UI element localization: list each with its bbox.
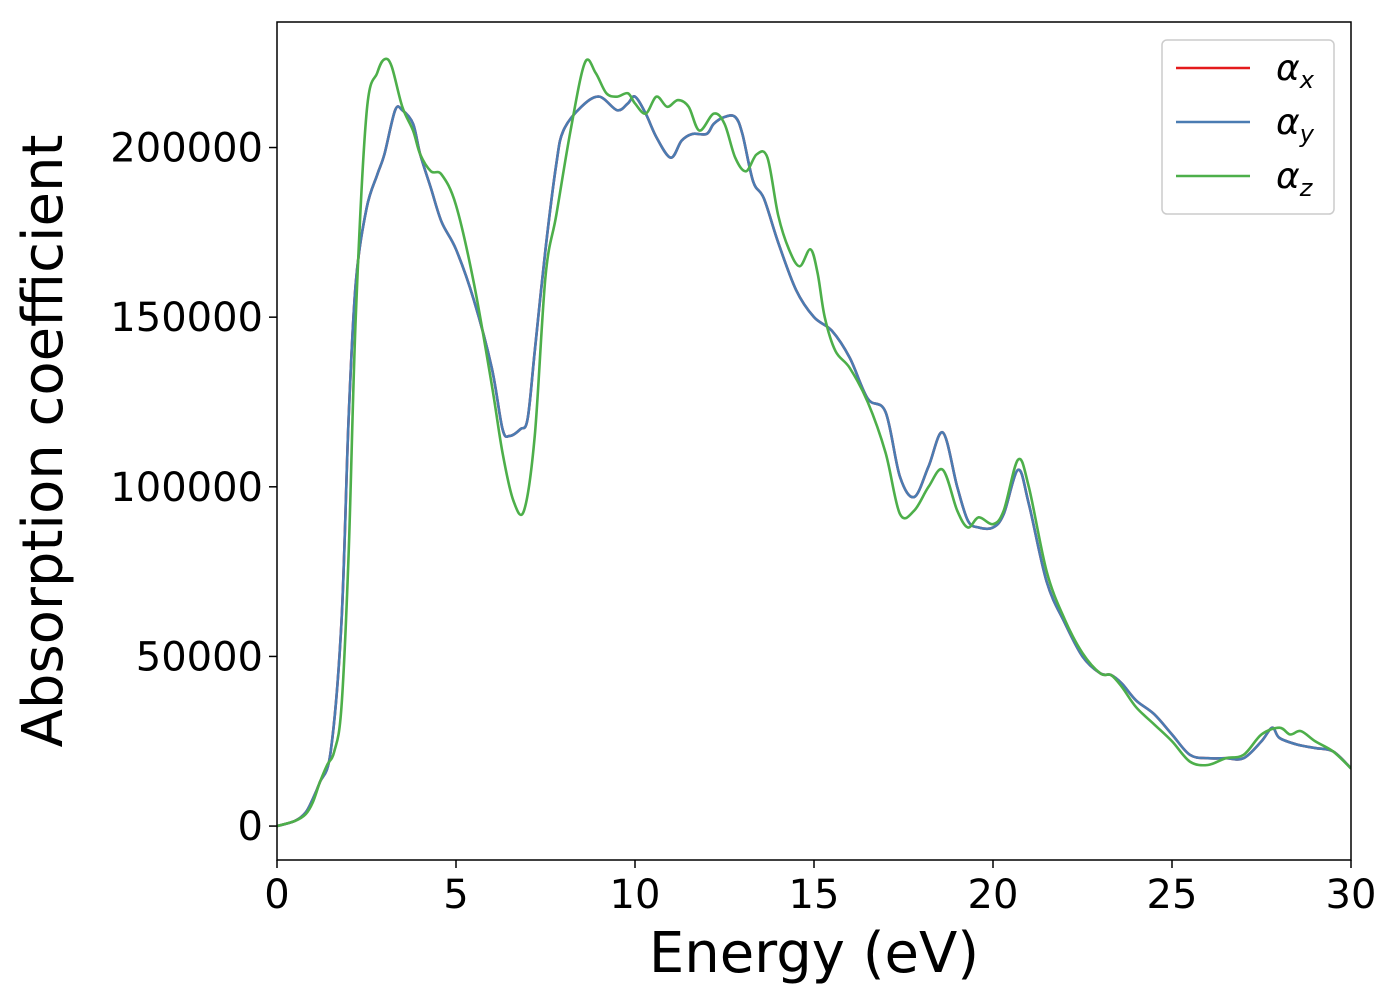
legend-entry-z: αz bbox=[1176, 156, 1314, 202]
legend-label: αx bbox=[1276, 48, 1315, 94]
y-tick-label: 150000 bbox=[110, 295, 263, 341]
y-tick-label: 50000 bbox=[136, 634, 263, 680]
y-axis-ticks: 0 50000 100000 150000 200000 bbox=[110, 126, 277, 850]
legend-entry-x: αx bbox=[1176, 48, 1315, 94]
x-tick-label: 0 bbox=[264, 872, 289, 918]
x-tick-label: 15 bbox=[789, 872, 840, 918]
y-axis-label: Absorption coefficient bbox=[11, 135, 76, 748]
legend-label: αy bbox=[1276, 102, 1315, 148]
legend-label: αz bbox=[1276, 156, 1314, 202]
series-layer bbox=[277, 57, 1351, 828]
x-axis-label: Energy (eV) bbox=[649, 921, 979, 986]
x-tick-label: 20 bbox=[968, 872, 1019, 918]
x-tick-label: 25 bbox=[1147, 872, 1198, 918]
legend-entry-y: αy bbox=[1176, 102, 1315, 148]
series-line-z bbox=[277, 57, 1351, 828]
x-axis-ticks: 0 5 10 15 20 25 30 bbox=[264, 860, 1376, 918]
x-tick-label: 30 bbox=[1326, 872, 1377, 918]
x-tick-label: 10 bbox=[610, 872, 661, 918]
legend-box bbox=[1161, 39, 1335, 215]
y-tick-label: 100000 bbox=[110, 465, 263, 511]
legend: αx αy αz bbox=[1161, 39, 1335, 215]
x-tick-label: 5 bbox=[443, 872, 468, 918]
y-tick-label: 0 bbox=[238, 804, 263, 850]
y-tick-label: 200000 bbox=[110, 126, 263, 172]
series-line-y bbox=[277, 95, 1351, 828]
